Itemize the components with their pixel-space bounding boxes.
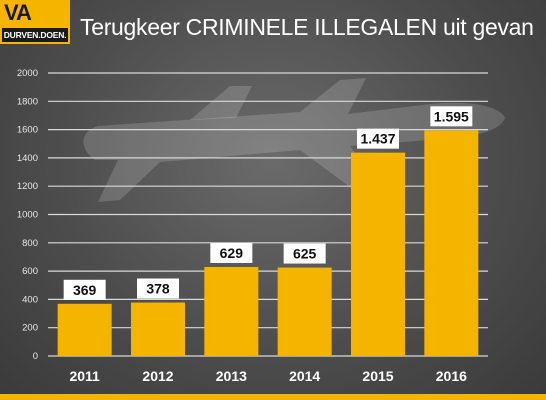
data-label-box — [430, 106, 473, 127]
chart-title: Terugkeer CRIMINELE ILLEGALEN uit gevan — [80, 14, 534, 40]
bar — [351, 152, 405, 356]
y-tick-label: 1400 — [17, 153, 38, 164]
bar — [204, 266, 259, 356]
bar — [424, 130, 479, 356]
x-tick-label: 2013 — [216, 368, 247, 384]
y-tick-label: 0 — [33, 351, 38, 362]
x-tick-label: 2015 — [362, 368, 393, 384]
x-tick-label: 2016 — [436, 368, 467, 384]
data-label: 1.437 — [360, 131, 395, 147]
y-tick-label: 1000 — [17, 210, 38, 221]
x-tick-label: 2012 — [142, 368, 173, 384]
y-tick-label: 800 — [22, 238, 38, 249]
y-tick-label: 600 — [22, 266, 38, 277]
bar — [277, 267, 332, 356]
airplane-icon — [83, 78, 505, 202]
party-logo: VA DURVEN.DOEN. — [0, 0, 70, 44]
data-label: 369 — [73, 282, 97, 298]
y-tick-label: 1800 — [17, 96, 38, 107]
x-tick-label: 2014 — [289, 368, 320, 384]
y-tick-label: 1600 — [17, 125, 38, 136]
data-label: 629 — [220, 245, 244, 261]
data-label-box — [210, 242, 253, 263]
y-tick-label: 2000 — [17, 68, 38, 79]
data-label-box — [283, 243, 326, 264]
logo-tagline: DURVEN.DOEN. — [2, 28, 68, 42]
data-label-box — [137, 278, 179, 299]
bar — [131, 302, 185, 356]
y-tick-label: 200 — [22, 323, 38, 334]
y-tick-label: 1200 — [17, 181, 38, 192]
data-label: 378 — [146, 281, 170, 297]
data-label: 625 — [293, 246, 317, 262]
bottom-accent-strip — [0, 394, 546, 400]
logo-mark: VA — [4, 0, 32, 25]
data-label-box — [63, 279, 106, 300]
data-label-box — [357, 128, 399, 149]
bar — [57, 303, 112, 356]
y-tick-label: 400 — [22, 294, 38, 305]
data-label: 1.595 — [434, 108, 469, 124]
x-tick-label: 2011 — [69, 368, 100, 384]
